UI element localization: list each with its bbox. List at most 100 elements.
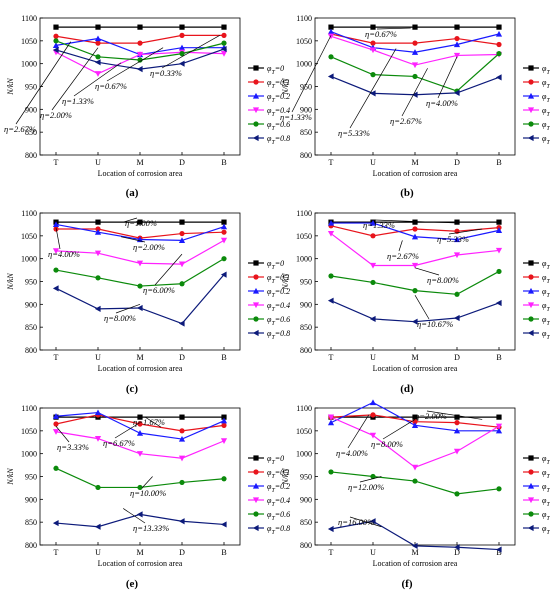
y-tick-label: 800 [300,346,312,355]
legend-entry: φT=0.6 [542,120,550,132]
data-point [221,256,227,262]
legend-marker [252,482,260,489]
x-tick-label: U [95,548,101,557]
legend-entry: φT=0.8 [267,524,290,536]
data-point [412,414,418,420]
data-point [52,248,60,255]
y-tick-label: 1100 [21,14,37,23]
data-point [328,469,334,475]
annotation-arrow [15,41,71,125]
y-tick-label: 1000 [21,255,37,264]
x-tick-label: T [329,353,334,362]
legend-marker [253,455,259,461]
legend-entry: φT=0 [267,259,284,271]
data-point [52,413,60,419]
data-point [328,273,334,279]
data-point [495,423,503,430]
data-point [369,432,377,439]
series-0 [328,219,502,225]
chart-panel-1: 800 850 900 950 1000 1050 1100 T U M D B Location of… [4,14,290,199]
annotation-arrow [291,35,332,113]
y-tick-label: 850 [25,323,37,332]
panel-label: (d) [400,383,414,395]
data-point [221,414,227,420]
annotation-arrow [55,227,61,250]
y-tick-label: 1100 [296,404,312,413]
data-point [94,35,102,42]
data-point [178,261,186,268]
data-point [453,427,461,434]
plot-frame [39,212,241,351]
data-point [495,227,503,233]
series-4 [53,38,227,63]
annotation-arrow [73,62,122,97]
legend-entry: φT=0.6 [542,510,550,522]
data-point [136,304,143,312]
data-point [454,219,460,225]
x-tick-label: M [136,353,143,362]
series-5 [52,511,227,530]
annotation-arrow [382,419,416,440]
series-line [55,274,225,325]
data-point [412,40,418,46]
x-axis-label: Location of corrosion area [98,559,183,568]
data-point [412,73,418,80]
x-tick-label: B [496,353,501,362]
annotation-label: η=8.00% [371,439,403,449]
legend-marker [527,524,534,532]
x-axis-label: Location of corrosion area [373,559,458,568]
data-point [454,24,460,30]
series-1 [328,223,502,239]
legend-entry: φT=0.2 [267,287,290,299]
legend-entry: φT=0.1 [267,78,290,90]
series-5 [52,271,227,327]
legend-marker [252,302,260,309]
data-point [179,32,185,38]
data-point [496,219,502,225]
x-tick-label: M [411,158,418,167]
data-point [411,62,419,69]
data-point [178,435,186,442]
series-line [330,300,500,323]
data-point [136,430,144,436]
data-point [179,219,185,225]
data-point [327,419,335,426]
data-point [221,422,227,428]
annotation-arrow [123,508,146,524]
legend-marker [253,316,259,322]
data-point [136,451,144,457]
series-5 [327,297,502,325]
legend-marker [253,65,259,71]
data-point [137,57,143,63]
series-2 [52,221,228,243]
legend-entry: φT=0.8 [542,524,550,536]
legend: φT=0 φT=0.1 φT=0.2 φT=0.4 φT=0.6 φT=0.8 [523,454,550,536]
annotation-arrow [359,476,382,483]
data-point [220,271,227,278]
legend-entry: φT=0.1 [267,468,290,480]
legend: φT=0 φT=0.1 φT=0.2 φT=0.4 φT=0.6 φT=0.8 [523,259,550,341]
legend-entry: φT=0.4 [267,301,290,313]
data-point [369,90,376,97]
data-point [53,38,59,44]
data-point [220,417,228,424]
data-point [327,525,334,533]
x-tick-label: U [370,548,376,557]
data-point [94,305,101,312]
legend-entry: φT=0 [542,64,550,76]
data-point [178,455,186,462]
x-tick-label: D [179,353,185,362]
data-point [495,427,503,434]
x-tick-label: B [221,548,226,557]
x-tick-label: U [370,353,376,362]
x-tick-label: U [95,353,101,362]
data-point [411,262,419,269]
data-point [136,260,144,267]
data-point [369,47,377,54]
annotation-arrow [401,68,428,117]
data-point [221,229,227,235]
y-tick-label: 1100 [21,404,37,413]
annotation-arrow [414,267,440,276]
panel-label: (b) [400,187,414,199]
